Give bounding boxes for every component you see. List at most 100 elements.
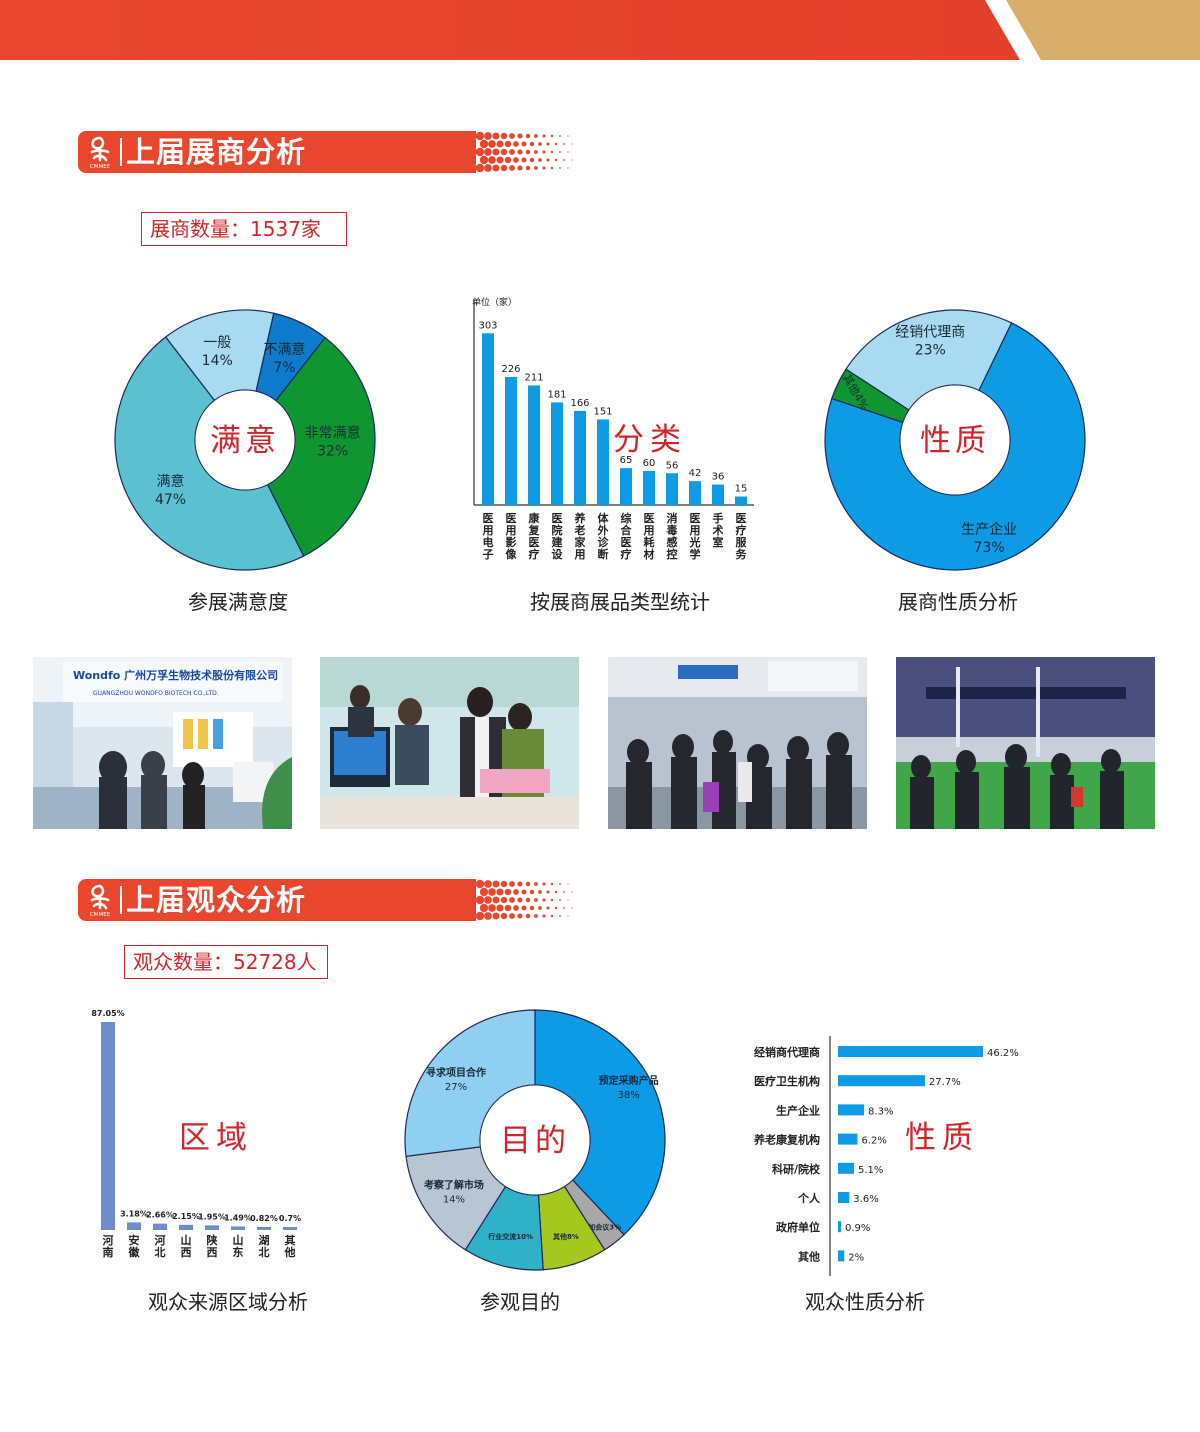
category-label: 科研/院校	[772, 1162, 821, 1176]
bar	[205, 1225, 219, 1230]
category-label: 疗	[736, 523, 747, 537]
visit-purpose-chart-caption: 参观目的	[480, 1290, 560, 1314]
category-label: 山	[233, 1233, 244, 1247]
category-label: 诊	[598, 535, 610, 549]
exhibitor-section-header: CMMEE 上届展商分析	[78, 131, 578, 173]
donut-slice	[405, 1146, 507, 1251]
category-label: 家	[575, 535, 587, 549]
bar	[179, 1224, 193, 1230]
bar-value-label: 181	[547, 389, 566, 400]
satisfaction-chart-caption: 参展满意度	[188, 590, 288, 614]
bar	[838, 1221, 841, 1233]
donut-slice	[266, 336, 376, 557]
category-label: 老	[574, 523, 586, 537]
bar-value-label: 151	[593, 406, 612, 417]
slice-label: 行业交流10%	[487, 1232, 533, 1241]
category-label: 养老康复机构	[753, 1133, 820, 1147]
category-label: 北	[259, 1245, 270, 1259]
svg-text:GUANGZHOU WONDFO BIOTECH CO.,L: GUANGZHOU WONDFO BIOTECH CO.,LTD.	[93, 690, 219, 697]
visitor-section-header: CMMEE 上届观众分析	[78, 879, 578, 921]
svg-text:CMMEE: CMMEE	[90, 164, 111, 170]
category-label: 控	[667, 547, 678, 561]
donut-slice	[534, 1009, 666, 1236]
bar-value-label: 0.9%	[845, 1223, 870, 1234]
category-label: 院	[552, 523, 563, 537]
category-label: 其	[285, 1233, 296, 1247]
donut-slice	[824, 322, 1086, 571]
bar	[838, 1162, 855, 1174]
visitor-nature-bar-chart: 经销商代理商 46.2% 医疗卫生机构 27.7% 生产企业 8.3% 养老康复机构 6.2%…	[753, 1036, 1019, 1276]
bar-value-label: 56	[666, 460, 679, 471]
bar-value-label: 87.05%	[91, 1009, 124, 1018]
bar	[712, 484, 724, 505]
halftone-decoration	[476, 131, 573, 173]
category-label: 西	[181, 1246, 192, 1259]
top-banner	[0, 0, 1200, 60]
category-label: 西	[207, 1246, 218, 1259]
bar	[735, 496, 747, 505]
bar-value-label: 166	[570, 398, 589, 409]
donut-slice	[845, 309, 1013, 411]
category-label: 手	[713, 511, 724, 525]
category-label: 经销商代理商	[754, 1045, 820, 1059]
category-label: 用	[690, 524, 701, 537]
category-label: 疗	[621, 547, 632, 561]
category-label: 消	[667, 511, 678, 525]
bar-value-label: 8.3%	[868, 1106, 893, 1117]
bar	[127, 1222, 141, 1230]
slice-value: 38%	[618, 1090, 640, 1101]
bar	[505, 376, 517, 505]
category-label: 用	[506, 524, 517, 537]
slice-value: 32%	[317, 444, 348, 460]
unit-label: 单位（家）	[472, 296, 517, 308]
bar	[551, 402, 563, 505]
donut-slice	[831, 368, 910, 424]
category-label: 政府单位	[776, 1220, 820, 1234]
bar-value-label: 303	[478, 320, 497, 331]
bar-value-label: 5.1%	[858, 1165, 883, 1176]
category-label: 医	[483, 512, 494, 525]
category-label: 务	[736, 547, 748, 561]
bar	[838, 1046, 983, 1057]
category-label: 外	[597, 523, 609, 537]
category-label: 医	[621, 536, 632, 549]
donut-hole	[480, 1085, 590, 1195]
exhibitor-section-title: 上届展商分析	[126, 135, 307, 169]
bar-value-label: 226	[501, 364, 520, 375]
category-label: 疗	[529, 547, 540, 561]
slice-value: 73%	[974, 540, 1005, 556]
overlay-label: 区域	[179, 1120, 253, 1156]
bar-value-label: 211	[524, 372, 543, 383]
bar	[597, 419, 609, 505]
bar-value-label: 1.95%	[198, 1212, 226, 1221]
bar	[283, 1227, 297, 1230]
category-label: 山	[181, 1233, 192, 1247]
bar	[838, 1192, 850, 1203]
bar	[838, 1250, 845, 1262]
slice-label: 生产企业	[961, 521, 1017, 538]
overlay-label: 性质	[905, 1120, 979, 1156]
halftone-decoration	[476, 879, 573, 921]
bar	[838, 1104, 865, 1116]
slice-value: 27%	[445, 1082, 467, 1093]
category-label: 医	[736, 512, 747, 525]
bar-value-label: 2.15%	[172, 1212, 200, 1221]
category-label: 体	[598, 511, 610, 525]
category-label: 断	[598, 547, 609, 561]
category-label: 生产企业	[776, 1103, 820, 1117]
bar	[231, 1226, 245, 1230]
category-label: 医	[690, 512, 701, 525]
category-label: 设	[552, 547, 564, 561]
bar-value-label: 0.7%	[279, 1214, 301, 1223]
bar-value-label: 6.2%	[861, 1136, 886, 1147]
bar	[528, 385, 540, 505]
slice-label: 考察了解市场	[424, 1178, 484, 1191]
bar-value-label: 3.18%	[120, 1209, 148, 1218]
bar-value-label: 2%	[848, 1252, 864, 1263]
cmmee-logo-icon: CMMEE	[90, 884, 111, 918]
slice-label: 经销代理商	[895, 324, 965, 340]
bar-value-label: 0.82%	[250, 1214, 278, 1223]
donut-slice	[114, 336, 305, 571]
svg-text:CMMEE: CMMEE	[90, 912, 111, 918]
category-label: 陕	[207, 1233, 218, 1247]
